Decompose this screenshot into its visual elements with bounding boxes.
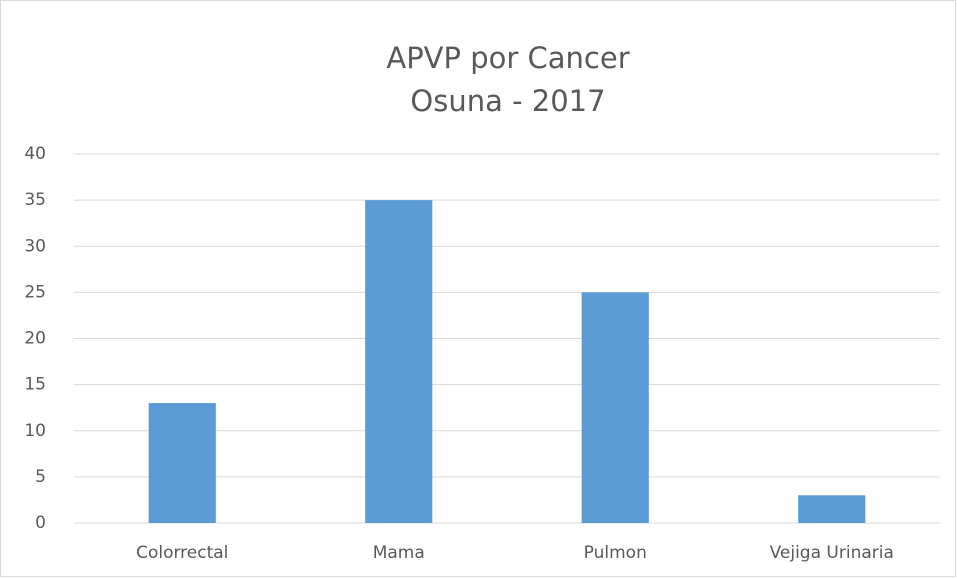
bar bbox=[148, 403, 216, 523]
y-tick-label: 25 bbox=[24, 282, 46, 302]
y-tick-label: 0 bbox=[35, 513, 46, 533]
chart-subtitle: Osuna - 2017 bbox=[410, 84, 605, 118]
y-tick-label: 15 bbox=[24, 375, 46, 395]
y-tick-label: 5 bbox=[35, 467, 46, 487]
x-tick-label: Colorrectal bbox=[136, 543, 228, 563]
bar bbox=[365, 200, 433, 523]
y-tick-label: 20 bbox=[24, 329, 46, 349]
x-tick-label: Pulmon bbox=[584, 543, 647, 563]
bar bbox=[798, 495, 866, 523]
y-tick-label: 10 bbox=[24, 421, 46, 441]
y-tick-label: 30 bbox=[24, 236, 46, 256]
chart-title: APVP por Cancer bbox=[386, 41, 629, 75]
x-tick-label: Mama bbox=[373, 543, 425, 563]
bar bbox=[581, 292, 649, 523]
y-tick-label: 35 bbox=[24, 190, 46, 210]
x-tick-label: Vejiga Urinaria bbox=[770, 543, 894, 563]
y-tick-label: 40 bbox=[24, 144, 46, 164]
